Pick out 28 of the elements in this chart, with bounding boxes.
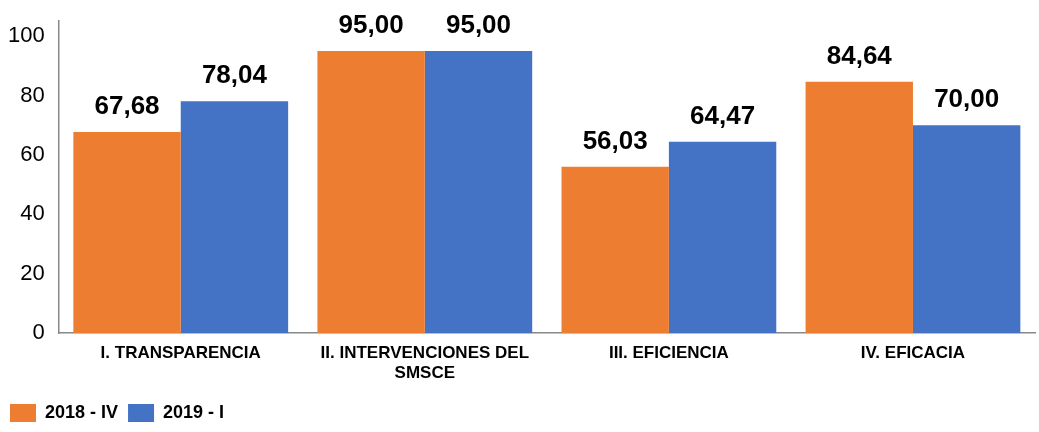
y-tick-label: 80 [20, 81, 45, 107]
data-label: 56,03 [582, 124, 648, 155]
data-label: 78,04 [201, 59, 268, 90]
bar [912, 125, 1021, 334]
bar [805, 81, 913, 334]
legend-label: 2019 - I [163, 401, 225, 422]
data-label: 84,64 [826, 39, 893, 70]
bar [668, 141, 777, 334]
x-tick-label: III. EFICIENCIA [608, 343, 729, 363]
bar [424, 50, 533, 334]
data-label: 95,00 [445, 9, 512, 40]
x-tick-label: II. INTERVENCIONES DEL SMSCE [320, 343, 530, 383]
y-tick-label: 100 [7, 22, 45, 48]
data-label: 64,47 [690, 99, 756, 130]
data-label: 70,00 [934, 83, 1000, 114]
x-tick-label: I. TRANSPARENCIA [100, 343, 261, 363]
legend-label: 2018 - IV [45, 401, 119, 422]
bar [73, 132, 181, 334]
y-tick-label: 20 [20, 259, 45, 285]
bar [561, 166, 669, 334]
x-tick-label: IV. EFICACIA [860, 343, 966, 363]
bar [317, 50, 425, 334]
data-label: 67,68 [94, 90, 160, 121]
data-label: 95,00 [338, 9, 404, 40]
y-tick-label: 60 [20, 140, 45, 166]
bar [180, 101, 289, 334]
y-tick-label: 40 [20, 200, 45, 226]
y-tick-label: 0 [32, 319, 45, 345]
